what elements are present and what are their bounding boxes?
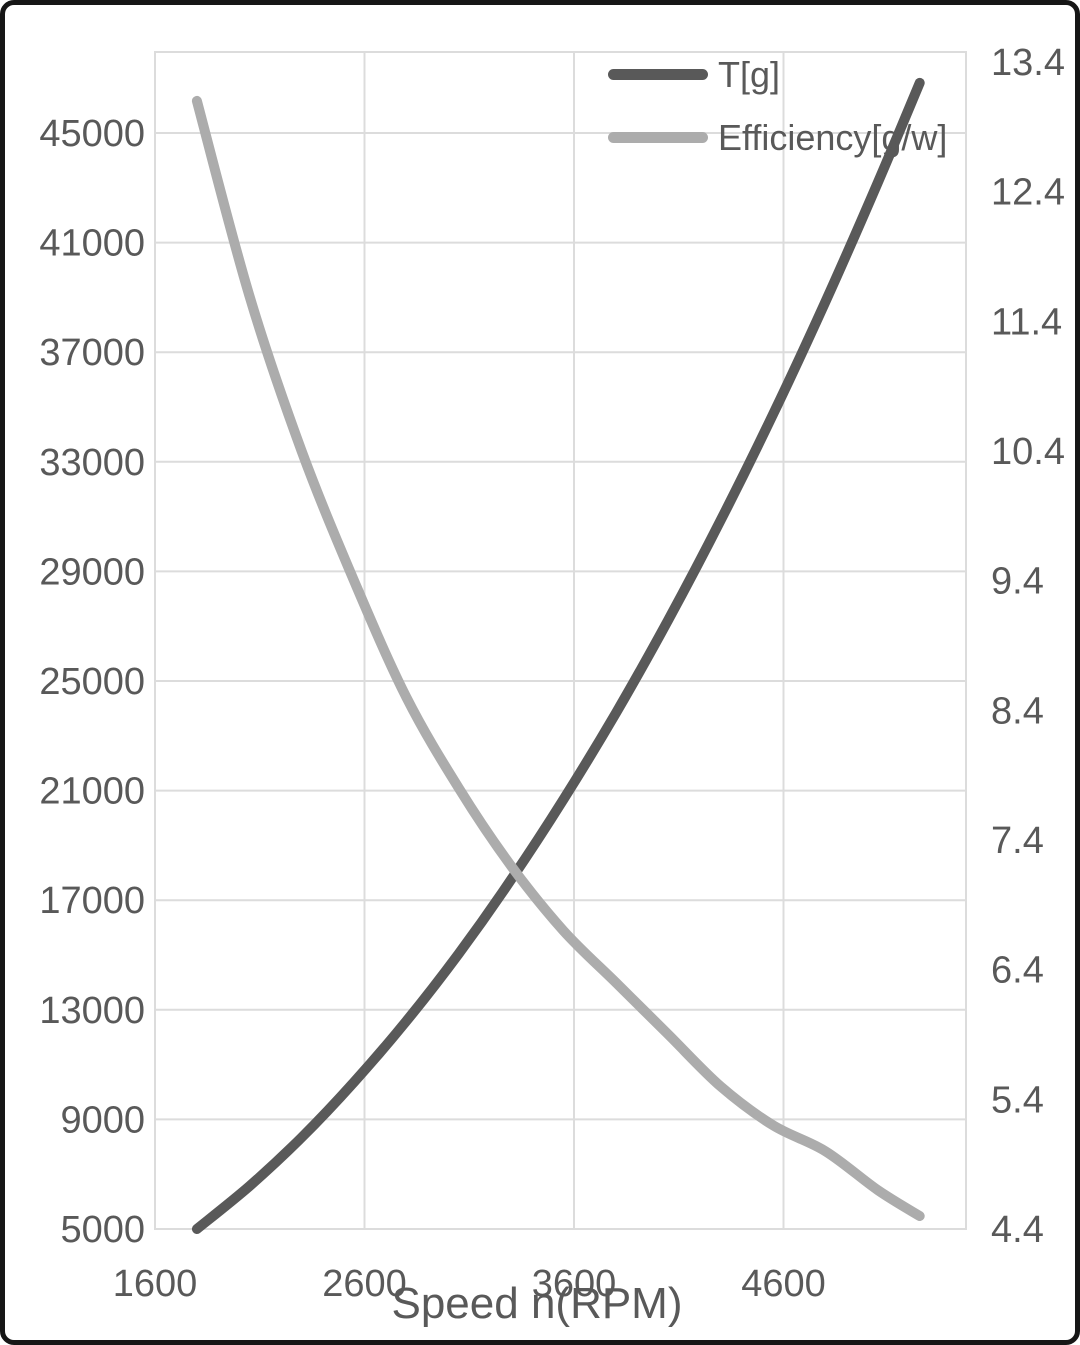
- x-axis-tick-label: 2600: [322, 1263, 407, 1305]
- left-axis-tick-label: 13000: [39, 990, 145, 1032]
- left-axis-tick-label: 21000: [39, 771, 145, 813]
- right-axis-tick-label: 6.4: [991, 950, 1044, 992]
- legend-item-t: T[g]: [608, 43, 947, 106]
- right-axis-tick-label: 13.4: [991, 42, 1065, 84]
- right-axis-tick-label: 5.4: [991, 1079, 1044, 1121]
- plot-area-border: [154, 51, 967, 1230]
- legend-label-efficiency: Efficiency[g/w]: [718, 116, 948, 158]
- t-series-swatch-icon: [608, 69, 708, 80]
- right-axis-tick-label: 8.4: [991, 690, 1044, 732]
- left-axis-tick-label: 33000: [39, 442, 145, 484]
- right-axis-tick-label: 7.4: [991, 820, 1044, 862]
- efficiency-series-swatch-icon: [608, 132, 708, 143]
- efficiency-series-line: [191, 95, 925, 1221]
- left-axis-tick-label: 5000: [60, 1209, 145, 1251]
- left-axis-tick-label: 17000: [39, 880, 145, 922]
- legend-label-t: T[g]: [718, 53, 781, 95]
- dual-axis-line-chart: 5000 9000 13000 17000 21000 25000 29000 33000 37…: [39, 42, 1065, 1305]
- x-axis-tick-label: 4600: [741, 1263, 826, 1305]
- legend-item-efficiency: Efficiency[g/w]: [608, 106, 947, 169]
- right-axis-tick-label: 9.4: [991, 561, 1044, 603]
- left-axis-tick-label: 29000: [39, 551, 145, 593]
- right-axis-tick-label: 11.4: [991, 301, 1062, 343]
- chart-legend: T[g] Efficiency[g/w]: [608, 43, 947, 169]
- right-axis-tick-label: 4.4: [991, 1209, 1044, 1251]
- x-axis-tick-label: 1600: [113, 1263, 198, 1305]
- t-series-line: [191, 77, 925, 1234]
- right-axis-tick-label: 10.4: [991, 431, 1065, 473]
- left-axis-tick-label: 37000: [39, 332, 145, 374]
- x-axis-tick-label: 3600: [532, 1263, 617, 1305]
- right-axis-tick-label: 12.4: [991, 172, 1065, 214]
- left-axis-tick-label: 9000: [60, 1099, 145, 1141]
- left-axis-tick-label: 41000: [39, 223, 145, 265]
- left-axis-tick-label: 45000: [39, 113, 145, 155]
- left-axis-tick-label: 25000: [39, 661, 145, 703]
